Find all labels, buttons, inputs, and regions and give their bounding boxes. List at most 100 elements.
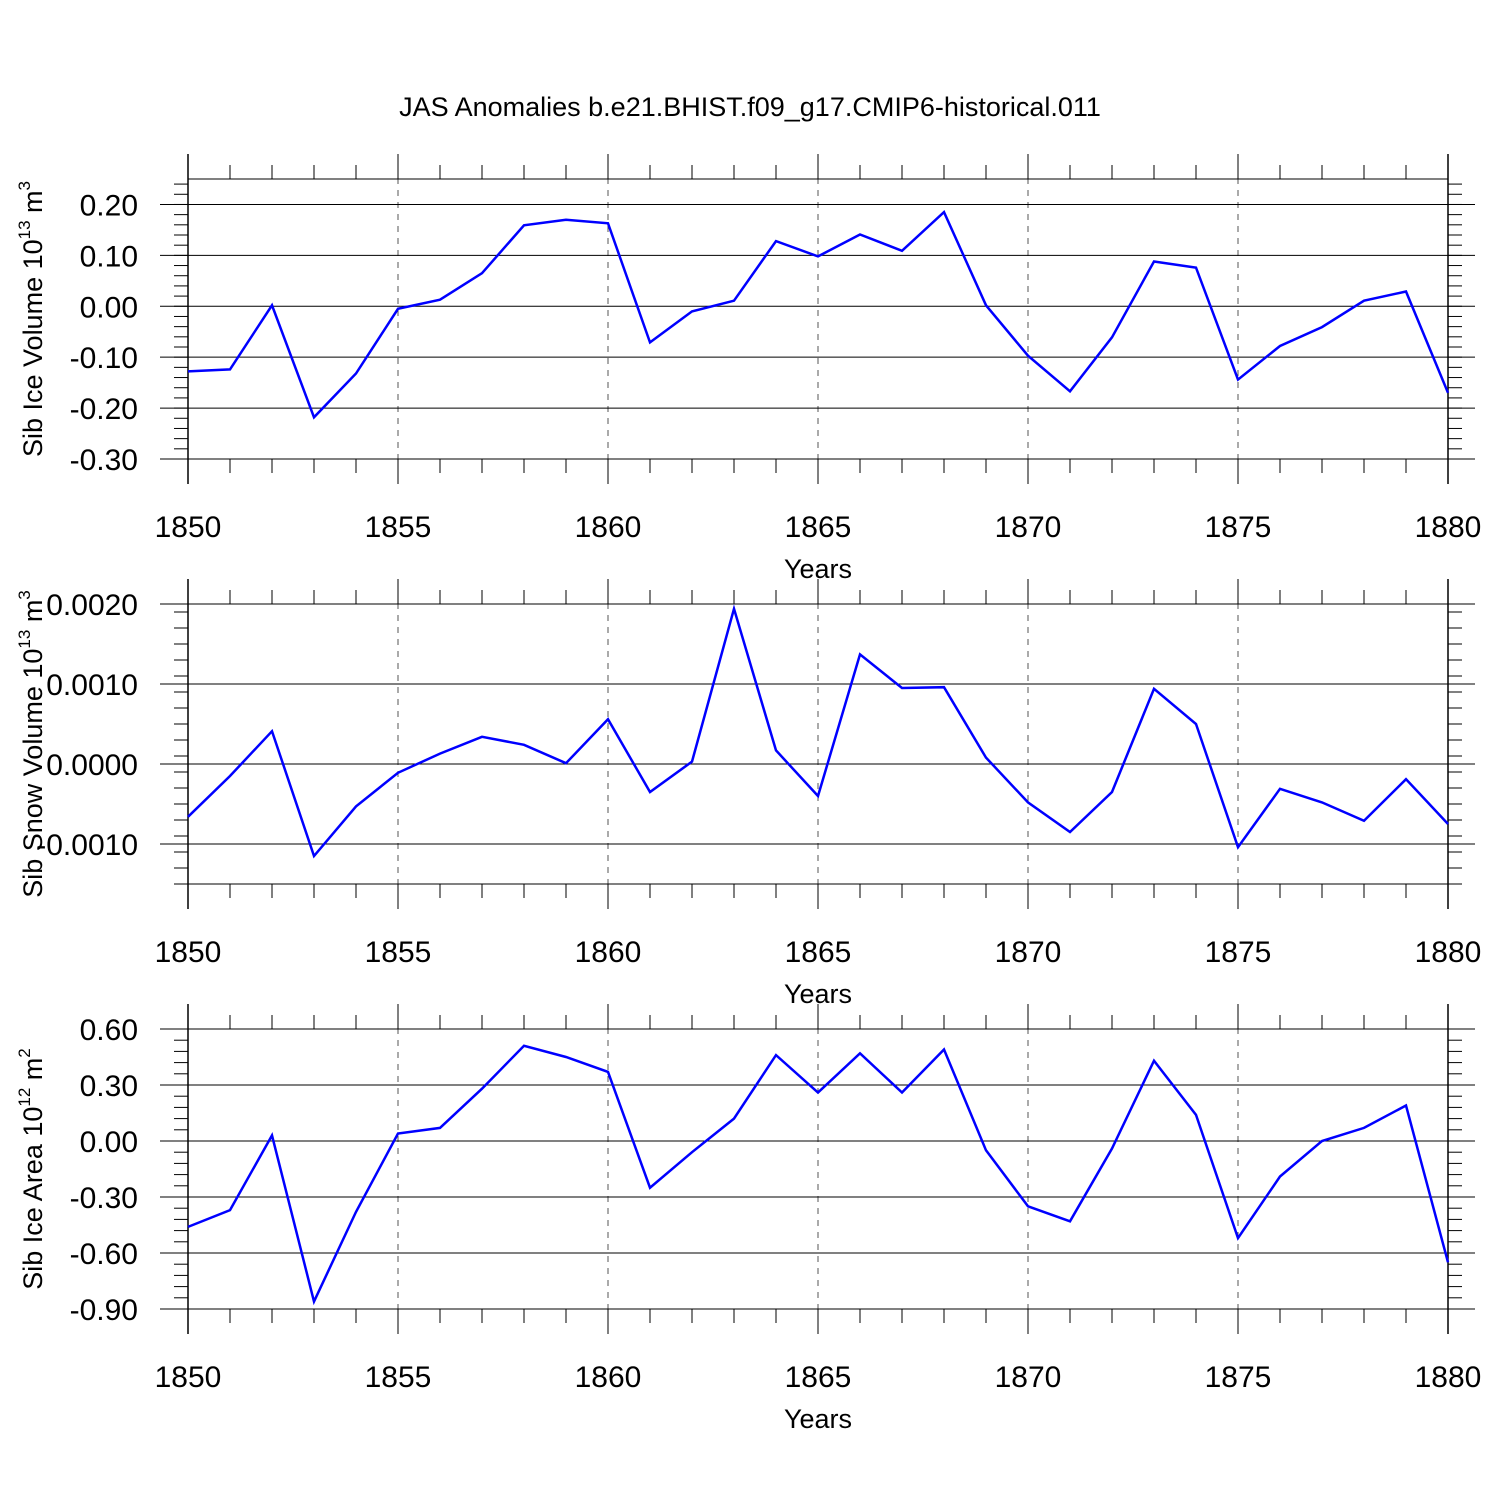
data-point [1026,1204,1030,1208]
data-point [564,218,568,222]
data-point [186,369,190,373]
data-point [522,743,526,747]
data-point [606,717,610,721]
data-point [1110,790,1114,794]
y-axis-title: Sib Ice Area 1012 m2 [15,1048,48,1290]
data-point [858,1051,862,1055]
chart-panel-1: 0.20 0.10 0.00 -0.10 -0.20 -0.30 1850 1855 1860 1… [15,154,1481,584]
y-tick-label: 0.10 [80,240,138,273]
y-axis-title: Sib Snow Volume 1013 m3 [15,590,48,898]
x-tick-label: 1850 [155,936,222,969]
data-point [1278,344,1282,348]
y-tick-label: 0.20 [80,189,138,222]
data-point [900,1090,904,1094]
x-tick-label: 1880 [1415,1361,1482,1394]
data-point [312,1300,316,1304]
data-point [396,307,400,311]
data-point [774,748,778,752]
data-point [1152,687,1156,691]
y-axis-title: Sib Ice Volume 1013 m3 [15,181,48,457]
data-point [690,760,694,764]
x-tick-label: 1855 [365,511,432,544]
data-point [1278,787,1282,791]
data-point [480,271,484,275]
data-point [606,221,610,225]
data-point [480,735,484,739]
data-point [858,652,862,656]
data-point [1362,299,1366,303]
data-point [522,223,526,227]
data-point [312,854,316,858]
data-point [816,254,820,258]
data-point [858,232,862,236]
data-point [942,1048,946,1052]
series-line [187,604,1449,859]
data-point [1446,822,1450,826]
data-point [1320,1139,1324,1143]
x-tick-label: 1865 [785,1361,852,1394]
data-point [1152,1059,1156,1063]
series-line [187,210,1450,420]
data-point [1152,259,1156,263]
data-point [228,774,232,778]
data-point [1404,290,1408,294]
x-tick-label: 1880 [1415,511,1482,544]
x-tick-label: 1855 [365,1361,432,1394]
data-point [1194,266,1198,270]
y-tick-label: 0.00 [80,1126,138,1159]
x-tick-label: 1865 [785,936,852,969]
data-point [648,1186,652,1190]
data-point [564,761,568,765]
data-point [228,367,232,371]
data-point [1068,1219,1072,1223]
data-point [1236,378,1240,382]
x-tick-label: 1875 [1205,511,1272,544]
data-point [564,1055,568,1059]
y-tick-label: -0.60 [70,1238,138,1271]
y-tick-label: -0.30 [70,1182,138,1215]
y-tick-label: -0.90 [70,1294,138,1327]
data-point [1446,1260,1450,1264]
data-point [1404,1104,1408,1108]
data-point [354,804,358,808]
data-point [1362,819,1366,823]
data-point [1026,800,1030,804]
data-point [690,309,694,313]
figure-title: JAS Anomalies b.e21.BHIST.f09_g17.CMIP6-… [399,92,1101,122]
data-point [900,249,904,253]
data-point [354,1210,358,1214]
data-point [228,1208,232,1212]
x-tick-label: 1870 [995,936,1062,969]
y-tick-label: 0.00 [80,291,138,324]
data-point [648,340,652,344]
x-axis-title: Years [784,1404,852,1434]
x-tick-label: 1880 [1415,936,1482,969]
y-tick-label: -0.30 [70,444,138,477]
data-point [732,299,736,303]
data-point [1362,1126,1366,1130]
data-point [900,686,904,690]
chart-panel-2: 0.0020 0.0010 0.0000 -0.0010 1850 1855 1860 186… [15,579,1481,1009]
y-tick-label: 0.60 [80,1014,138,1047]
y-tick-label: 0.0000 [46,749,138,782]
y-tick-label: -0.20 [70,393,138,426]
series-line [187,1044,1450,1306]
data-point [984,1148,988,1152]
data-point [1194,722,1198,726]
data-point [270,1133,274,1137]
x-tick-label: 1875 [1205,936,1272,969]
data-point [438,1126,442,1130]
data-point [774,239,778,243]
data-point [354,371,358,375]
y-tick-label: -0.0010 [36,829,138,862]
data-point [816,794,820,798]
data-point [1068,830,1072,834]
data-point [984,756,988,760]
data-point [1110,1146,1114,1150]
data-point [942,210,946,214]
data-point [816,1090,820,1094]
data-point [1236,845,1240,849]
data-point [186,815,190,819]
y-tick-label: -0.10 [70,342,138,375]
data-point [438,752,442,756]
